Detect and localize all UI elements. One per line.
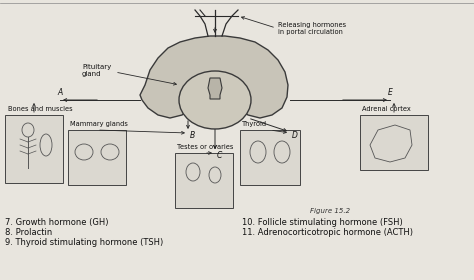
Ellipse shape [179,71,251,129]
Text: Figure 15.2: Figure 15.2 [310,208,350,214]
Text: B: B [190,131,195,140]
Text: Testes or ovaries: Testes or ovaries [177,144,233,150]
Text: C: C [217,151,222,160]
Text: Mammary glands: Mammary glands [70,121,128,127]
Bar [240,130,300,185]
Text: Thyroid: Thyroid [242,121,267,127]
Text: 9. Thyroid stimulating hormone (TSH): 9. Thyroid stimulating hormone (TSH) [5,238,163,247]
Text: Adrenal cortex: Adrenal cortex [362,106,411,112]
Polygon shape [140,36,288,118]
Bar [68,130,126,185]
Text: 10. Follicle stimulating hormone (FSH): 10. Follicle stimulating hormone (FSH) [242,218,403,227]
Bar [175,153,233,208]
Bar [360,115,428,170]
Text: Bones and muscles: Bones and muscles [8,106,73,112]
Bar [5,115,63,183]
Text: 7. Growth hormone (GH): 7. Growth hormone (GH) [5,218,109,227]
Text: D: D [292,131,298,140]
Text: Pituitary
gland: Pituitary gland [82,64,111,76]
Text: Releasing hormones
in portal circulation: Releasing hormones in portal circulation [278,22,346,34]
Text: A: A [57,88,63,97]
Text: E: E [388,88,392,97]
Text: 11. Adrenocorticotropic hormone (ACTH): 11. Adrenocorticotropic hormone (ACTH) [242,228,413,237]
Text: 8. Prolactin: 8. Prolactin [5,228,52,237]
Polygon shape [208,78,222,99]
